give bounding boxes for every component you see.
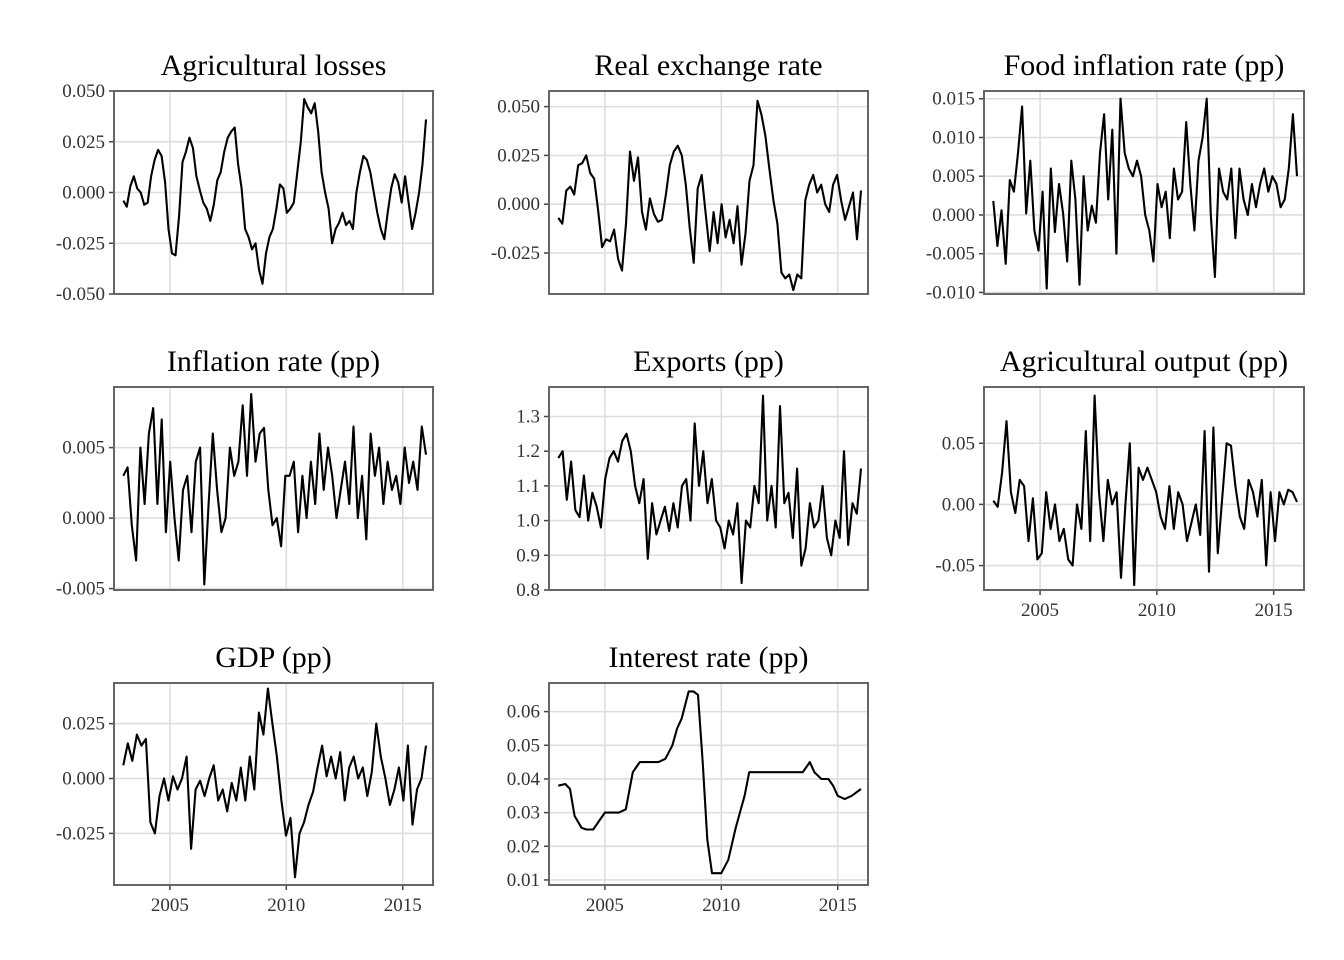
series-line	[122, 98, 428, 285]
y-tick-label: 0.03	[507, 803, 540, 824]
y-tick-label: 0.05	[942, 433, 975, 454]
y-tick-label: 1.3	[516, 406, 540, 427]
series-line	[992, 394, 1298, 587]
panel-title: Real exchange rate	[594, 49, 822, 82]
series-line	[558, 690, 862, 875]
y-tick-label: 0.050	[497, 97, 540, 118]
y-tick-label: 0.005	[932, 166, 975, 187]
panel-title: Exports (pp)	[633, 345, 784, 378]
y-tick-label: 1.2	[516, 441, 540, 462]
series-line	[992, 97, 1299, 290]
y-tick-label: 0.02	[507, 836, 540, 857]
y-tick-label: 0.000	[497, 194, 540, 215]
panel-title: Agricultural losses	[161, 49, 387, 82]
y-tick-label: 0.005	[62, 438, 105, 459]
panel-5: Exports (pp) 0.8 0.9 1.0 1.1 1.2 1.3	[516, 345, 869, 601]
panel-frame	[983, 386, 1305, 591]
y-tick-label: 0.01	[507, 870, 540, 891]
panel-frame	[548, 682, 869, 886]
y-tick-label: 0.00	[942, 494, 975, 515]
y-tick-label: 0.000	[62, 508, 105, 529]
x-tick-label: 2005	[151, 895, 189, 916]
x-tick-label: 2010	[702, 895, 740, 916]
y-tick-label: 0.025	[62, 132, 105, 153]
y-tick-label: 0.000	[932, 205, 975, 226]
x-tick-label: 2010	[1138, 600, 1176, 621]
y-tick-label: 0.05	[507, 735, 540, 756]
panel-6: Agricultural output (pp) -0.05 0.00 0.05 200…	[935, 345, 1305, 621]
panel-4: Inflation rate (pp) -0.005 0.000 0.005	[56, 345, 434, 600]
panel-title: Food inflation rate (pp)	[1004, 49, 1285, 82]
y-tick-label: 0.8	[516, 580, 540, 601]
x-tick-label: 2005	[1021, 600, 1059, 621]
panel-7: GDP (pp) -0.025 0.000 0.025 2005 2010 2015	[56, 641, 434, 916]
y-tick-label: -0.050	[56, 284, 105, 305]
series-line	[557, 394, 863, 585]
y-tick-label: -0.05	[935, 556, 975, 577]
panel-title: GDP (pp)	[215, 641, 331, 674]
x-tick-label: 2015	[384, 895, 422, 916]
y-tick-label: 0.9	[516, 545, 540, 566]
panel-frame	[548, 386, 869, 591]
x-tick-label: 2015	[819, 895, 857, 916]
y-tick-label: 0.010	[932, 127, 975, 148]
panel-title: Agricultural output (pp)	[1000, 345, 1288, 378]
panel-frame	[548, 90, 869, 295]
panel-frame	[983, 90, 1305, 295]
series-line	[557, 99, 863, 292]
x-tick-label: 2005	[586, 895, 624, 916]
x-tick-label: 2015	[1255, 600, 1293, 621]
y-tick-label: 0.000	[62, 183, 105, 204]
y-tick-label: -0.005	[926, 244, 975, 265]
panel-1: Agricultural losses -0.050 -0.025 0.000 0.02…	[56, 49, 434, 305]
y-tick-label: 1.1	[516, 476, 540, 497]
y-tick-label: -0.010	[926, 282, 975, 303]
y-tick-label: -0.005	[56, 579, 105, 600]
series-line	[122, 392, 428, 586]
y-tick-label: 0.025	[497, 145, 540, 166]
panel-2: Real exchange rate -0.025 0.000 0.025 0.050	[491, 49, 869, 295]
panel-frame	[113, 386, 434, 591]
y-tick-label: 0.06	[507, 702, 540, 723]
y-tick-label: 0.025	[62, 714, 105, 735]
y-tick-label: 0.000	[62, 769, 105, 790]
panel-frame	[113, 90, 434, 295]
panel-frame	[113, 682, 434, 886]
panel-title: Inflation rate (pp)	[167, 345, 380, 378]
panel-3: Food inflation rate (pp) -0.010 -0.005 0.00…	[926, 49, 1305, 303]
y-tick-label: 1.0	[516, 511, 540, 532]
y-tick-label: 0.015	[932, 89, 975, 110]
y-tick-label: 0.050	[62, 81, 105, 102]
y-tick-label: -0.025	[56, 233, 105, 254]
y-tick-label: -0.025	[56, 823, 105, 844]
panel-8: Interest rate (pp) 0.01 0.02 0.03 0.04 0.05 0.…	[507, 641, 869, 916]
y-tick-label: -0.025	[491, 243, 540, 264]
series-line	[122, 687, 428, 879]
panel-title: Interest rate (pp)	[609, 641, 809, 674]
x-tick-label: 2010	[267, 895, 305, 916]
y-tick-label: 0.04	[507, 769, 541, 790]
